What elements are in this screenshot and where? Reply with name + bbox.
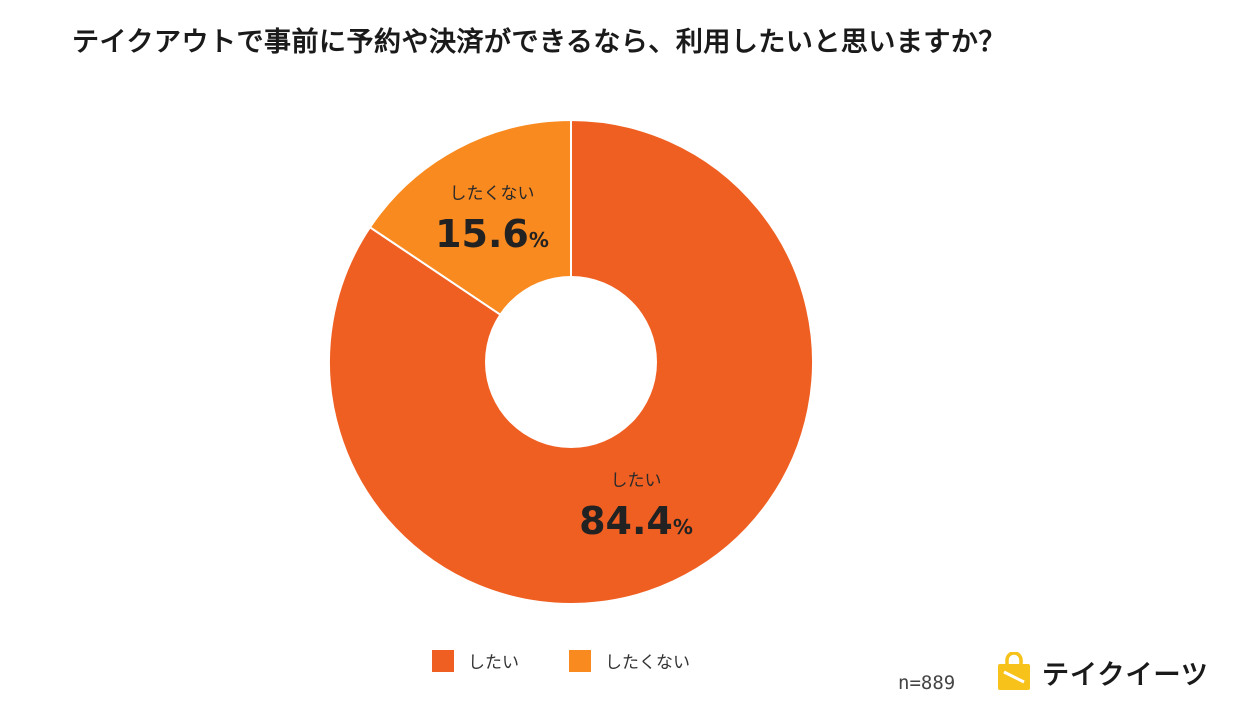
slice-value-1: 15.6% — [435, 212, 549, 256]
legend-label-want: したい — [468, 653, 519, 673]
brand-name: テイクイーツ — [1042, 659, 1209, 691]
brand-logo: テイクイーツ — [996, 652, 1209, 692]
chart-legend: したい したくない — [432, 648, 690, 673]
slice-label-0: したい — [611, 471, 662, 491]
chart-title: テイクアウトで事前に予約や決済ができるなら、利用したいと思いますか？ — [72, 27, 1006, 58]
shopping-bag-icon — [996, 652, 1032, 692]
legend-label-not-want: したくない — [605, 653, 690, 673]
legend-swatch-want — [432, 649, 454, 672]
slice-value-0: 84.4% — [579, 499, 693, 543]
legend-item-not-want: したくない — [569, 648, 690, 673]
legend-item-want: したい — [432, 648, 519, 673]
sample-size: n=889 — [898, 672, 956, 694]
donut-hole — [485, 276, 657, 448]
legend-swatch-not-want — [569, 649, 591, 672]
slice-0 — [328, 118, 814, 605]
slice-label-1: したくない — [450, 184, 535, 204]
